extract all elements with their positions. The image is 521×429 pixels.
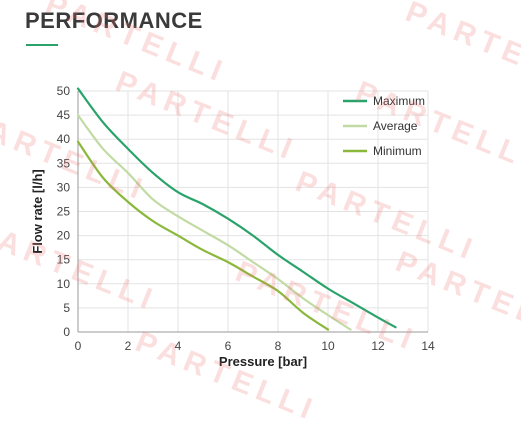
axes bbox=[77, 91, 428, 333]
x-tick-label: 4 bbox=[175, 339, 182, 353]
x-tick-label: 2 bbox=[125, 339, 132, 353]
series-lines bbox=[76, 87, 397, 331]
y-axis-label: Flow rate [l/h] bbox=[30, 169, 45, 254]
series-line-maximum bbox=[76, 87, 397, 329]
y-tick-label: 5 bbox=[63, 301, 70, 315]
y-tick-label: 35 bbox=[57, 156, 71, 170]
legend-label-maximum: Maximum bbox=[373, 94, 425, 108]
x-tick-label: 0 bbox=[75, 339, 82, 353]
series-line-minimum bbox=[76, 140, 330, 331]
x-tick-label: 6 bbox=[225, 339, 232, 353]
y-tick-label: 40 bbox=[57, 132, 71, 146]
y-tick-label: 50 bbox=[57, 84, 71, 98]
series-line-average bbox=[76, 114, 352, 331]
y-tick-label: 0 bbox=[63, 325, 70, 339]
chart-title: PERFORMANCE bbox=[25, 8, 203, 33]
x-tick-label: 12 bbox=[371, 339, 385, 353]
x-axis-label: Pressure [bar] bbox=[219, 354, 307, 369]
x-tick-label: 8 bbox=[275, 339, 282, 353]
x-tick-label: 10 bbox=[321, 339, 335, 353]
tick-labels: 0 5 10 15 20 25 30 35 40 45 50 0 2 4 6 8 10 12 14 bbox=[57, 84, 435, 353]
performance-chart: 0 5 10 15 20 25 30 35 40 45 50 0 2 4 6 8 10 12 14 Maximum A… bbox=[30, 84, 435, 369]
legend: Maximum Average Minimum bbox=[343, 94, 425, 158]
grid bbox=[78, 90, 429, 332]
title-underline bbox=[26, 44, 58, 46]
y-tick-label: 15 bbox=[57, 253, 71, 267]
y-tick-label: 45 bbox=[57, 108, 71, 122]
legend-label-average: Average bbox=[373, 119, 418, 133]
x-tick-label: 14 bbox=[421, 339, 435, 353]
y-tick-label: 30 bbox=[57, 180, 71, 194]
y-tick-label: 20 bbox=[57, 229, 71, 243]
y-tick-label: 10 bbox=[57, 277, 71, 291]
y-tick-label: 25 bbox=[57, 205, 71, 219]
legend-label-minimum: Minimum bbox=[373, 144, 422, 158]
